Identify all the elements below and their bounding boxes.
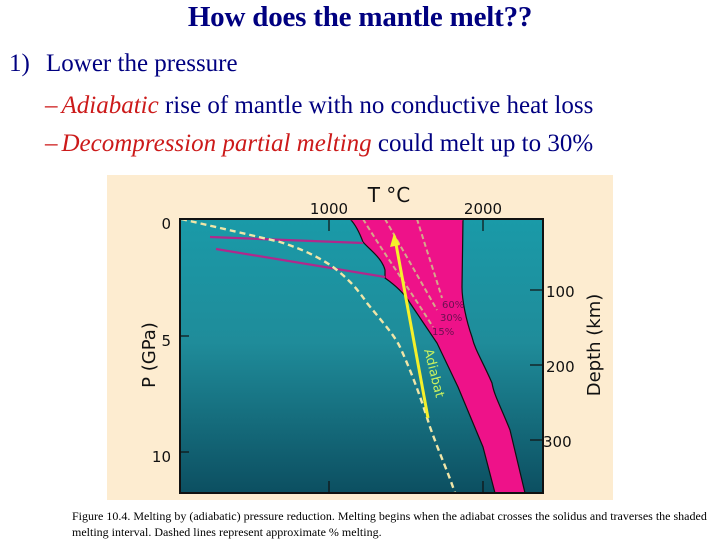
dash-icon: – <box>45 92 58 119</box>
geotherm-line <box>180 219 457 493</box>
melt-30-percent-line <box>384 219 438 311</box>
adiabat-arrow <box>394 243 430 419</box>
x-tick-2000: 2000 <box>464 200 502 218</box>
bullet-text: Lower the pressure <box>46 50 238 77</box>
y-right-tick-100: 100 <box>546 283 575 301</box>
sub-bullet-adiabatic: – Adiabatic rise of mantle with no conduc… <box>45 91 593 121</box>
y-left-tick-10: 10 <box>152 448 171 466</box>
bullet-number: 1) <box>9 50 30 77</box>
emphasis-text: Decompression partial melting <box>61 130 372 157</box>
y-right-tick-300: 300 <box>543 433 572 451</box>
dash-icon: – <box>45 130 58 157</box>
bullet-point-1: 1) Lower the pressure <box>9 49 238 79</box>
slide-title: How does the mantle melt?? <box>187 1 533 33</box>
y-right-tick-200: 200 <box>546 358 575 376</box>
x-tick-1000: 1000 <box>310 200 348 218</box>
x-axis-title: T °C <box>367 183 411 207</box>
y-left-axis-title: P (GPa) <box>139 322 160 388</box>
y-right-axis-title: Depth (km) <box>584 294 605 397</box>
melt-60-percent-line <box>416 219 443 299</box>
reaction-line-2 <box>215 247 386 279</box>
label-30-percent: 30% <box>440 313 462 324</box>
figure-caption: Figure 10.4. Melting by (adiabatic) pres… <box>72 509 707 539</box>
melting-interval <box>349 219 526 493</box>
sub-bullet-decompression: – Decompression partial melting could mel… <box>45 129 593 159</box>
reaction-line-1 <box>209 235 364 245</box>
emphasis-text: Adiabatic <box>61 92 159 119</box>
sub-bullet-text: rise of mantle with no conductive heat l… <box>158 92 594 119</box>
plot-frame <box>179 218 544 494</box>
arrow-head-icon <box>390 233 400 247</box>
label-15-percent: 15% <box>432 327 454 338</box>
sub-bullet-text: could melt up to 30% <box>371 130 594 157</box>
label-60-percent: 60% <box>442 300 464 311</box>
y-left-tick-5: 5 <box>161 332 171 350</box>
melt-15-percent-line <box>362 219 434 328</box>
y-left-tick-0: 0 <box>161 215 171 233</box>
